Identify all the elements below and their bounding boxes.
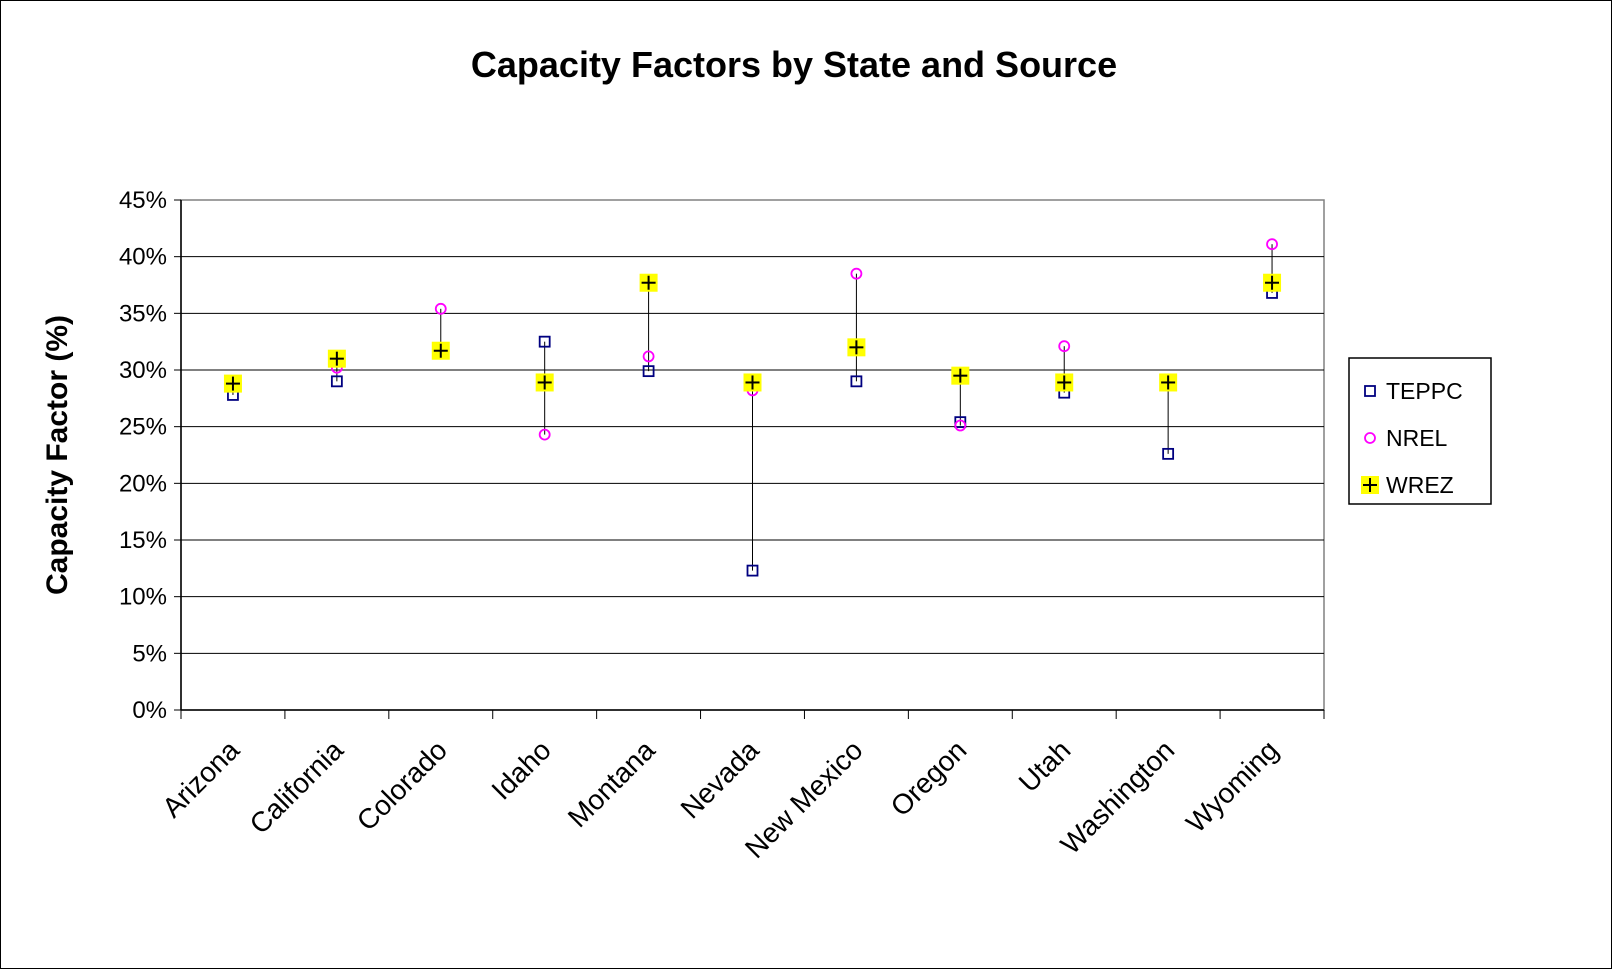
x-tick-label: Colorado <box>351 734 453 836</box>
legend-marker-nrel <box>1364 432 1376 444</box>
x-tick-label: Utah <box>1013 734 1077 798</box>
wrez-point <box>743 373 762 392</box>
y-tick-label: 20% <box>119 470 167 497</box>
nrel-point <box>1058 340 1071 353</box>
y-axis-label: Capacity Factor (%) <box>41 315 74 595</box>
nrel-point <box>1266 238 1278 251</box>
legend-label-nrel: NREL <box>1386 425 1448 451</box>
wrez-point <box>1159 373 1178 392</box>
wrez-point <box>1055 373 1074 392</box>
x-tick-label: Washington <box>1055 734 1181 860</box>
axes <box>174 199 1325 719</box>
nrel-point <box>642 350 655 363</box>
teppc-point <box>330 375 343 388</box>
y-tick-label: 10% <box>119 584 167 611</box>
wrez-point <box>431 341 450 360</box>
y-tick-label: 30% <box>119 357 167 384</box>
legend-marker-teppc <box>1364 385 1376 397</box>
wrez-point <box>535 373 554 392</box>
y-tick-labels: 0% 5% 10% 15% 20% 25% 30% 35% 40% 45% <box>119 187 167 724</box>
wrez-point <box>639 273 658 292</box>
nrel-point <box>434 302 447 315</box>
x-tick-label: Nevada <box>675 734 765 824</box>
x-tick-label: Montana <box>562 734 661 833</box>
nrel-point <box>538 428 551 441</box>
nrel-point <box>850 267 863 280</box>
teppc-point <box>538 335 551 348</box>
y-tick-label: 15% <box>119 527 167 554</box>
y-tick-label: 0% <box>132 697 167 724</box>
data-markers <box>223 238 1282 577</box>
wrez-point <box>1263 273 1282 292</box>
y-tick-label: 5% <box>132 640 167 667</box>
y-tick-label: 35% <box>119 300 167 327</box>
legend-label-wrez: WREZ <box>1386 472 1454 498</box>
wrez-point <box>847 338 866 357</box>
teppc-point <box>954 416 967 429</box>
teppc-point <box>850 375 863 388</box>
x-tick-label: California <box>244 734 350 840</box>
x-tick-label: Wyoming <box>1180 734 1284 838</box>
x-tick-label: Idaho <box>485 734 556 805</box>
y-tick-label: 25% <box>119 414 167 441</box>
legend: TEPPC NREL WREZ <box>1348 357 1492 505</box>
teppc-point <box>1162 447 1175 460</box>
legend-marker-wrez <box>1361 476 1379 494</box>
teppc-point <box>642 365 655 378</box>
wrez-point <box>223 374 242 393</box>
chart-title: Capacity Factors by State and Source <box>471 44 1117 85</box>
x-tick-label: Arizona <box>156 734 245 823</box>
legend-label-teppc: TEPPC <box>1386 378 1463 404</box>
x-tick-label: Oregon <box>885 734 973 822</box>
wrez-point <box>327 349 346 368</box>
y-tick-label: 45% <box>119 187 167 214</box>
teppc-point <box>746 564 759 577</box>
y-tick-label: 40% <box>119 244 167 271</box>
wrez-point <box>951 366 970 385</box>
nrel-point <box>954 419 967 432</box>
